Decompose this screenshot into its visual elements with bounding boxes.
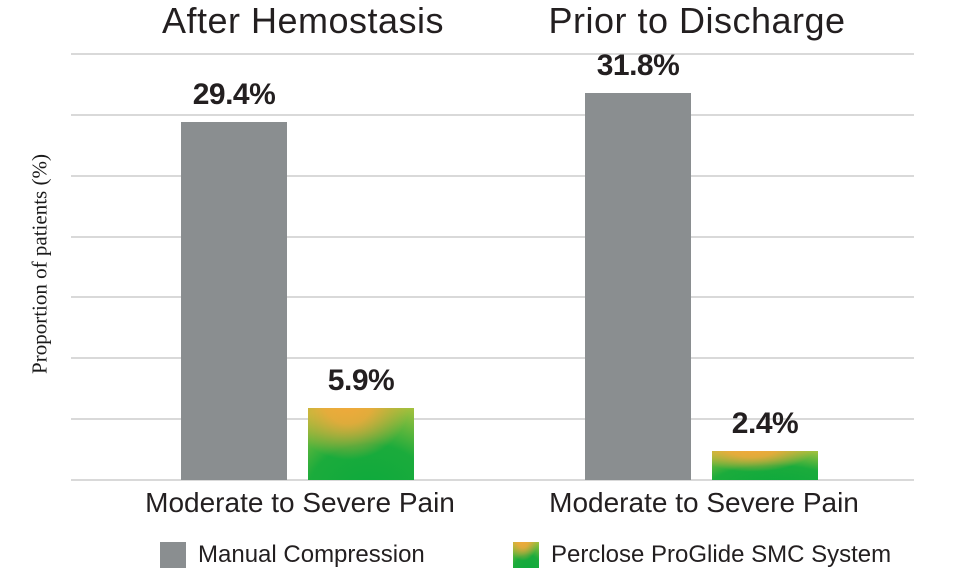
bar-value-label: 31.8% [596,48,680,82]
plot-area [71,53,914,481]
bar-rect-perclose-proglide [308,408,414,480]
legend-item-perclose-proglide: Perclose ProGlide SMC System [513,542,891,568]
bar-value-label: 2.4% [731,406,799,440]
panel-title-prior-to-discharge: Prior to Discharge [548,0,846,41]
legend-swatch-gray [160,542,186,568]
bar-rect-perclose-proglide [712,450,818,480]
gridline [71,53,914,55]
bar-perclose-prior-to-discharge: 2.4% [712,406,818,480]
gridline [71,357,914,360]
legend-swatch-gradient [513,542,539,568]
bar-value-label: 5.9% [327,364,395,398]
legend-label: Manual Compression [198,541,425,568]
bar-rect-manual-compression [181,122,287,480]
panel-title-after-hemostasis: After Hemostasis [161,0,445,41]
legend-item-manual-compression: Manual Compression [160,542,425,568]
gridline [71,174,914,177]
x-label-after-hemostasis: Moderate to Severe Pain [145,487,455,518]
bar-rect-manual-compression [585,92,691,480]
legend-label: Perclose ProGlide SMC System [551,541,892,568]
bar-manual-prior-to-discharge: 31.8% [585,48,691,480]
bar-value-label: 29.4% [192,78,276,112]
bar-perclose-after-hemostasis: 5.9% [308,366,414,480]
y-axis-label: Proportion of patients (%) [27,154,52,374]
gridline [71,113,914,116]
gridline [71,479,914,481]
gridline [71,235,914,238]
gridline [71,418,914,421]
x-label-prior-to-discharge: Moderate to Severe Pain [549,487,859,518]
gridline [71,296,914,299]
bar-manual-after-hemostasis: 29.4% [181,80,287,480]
